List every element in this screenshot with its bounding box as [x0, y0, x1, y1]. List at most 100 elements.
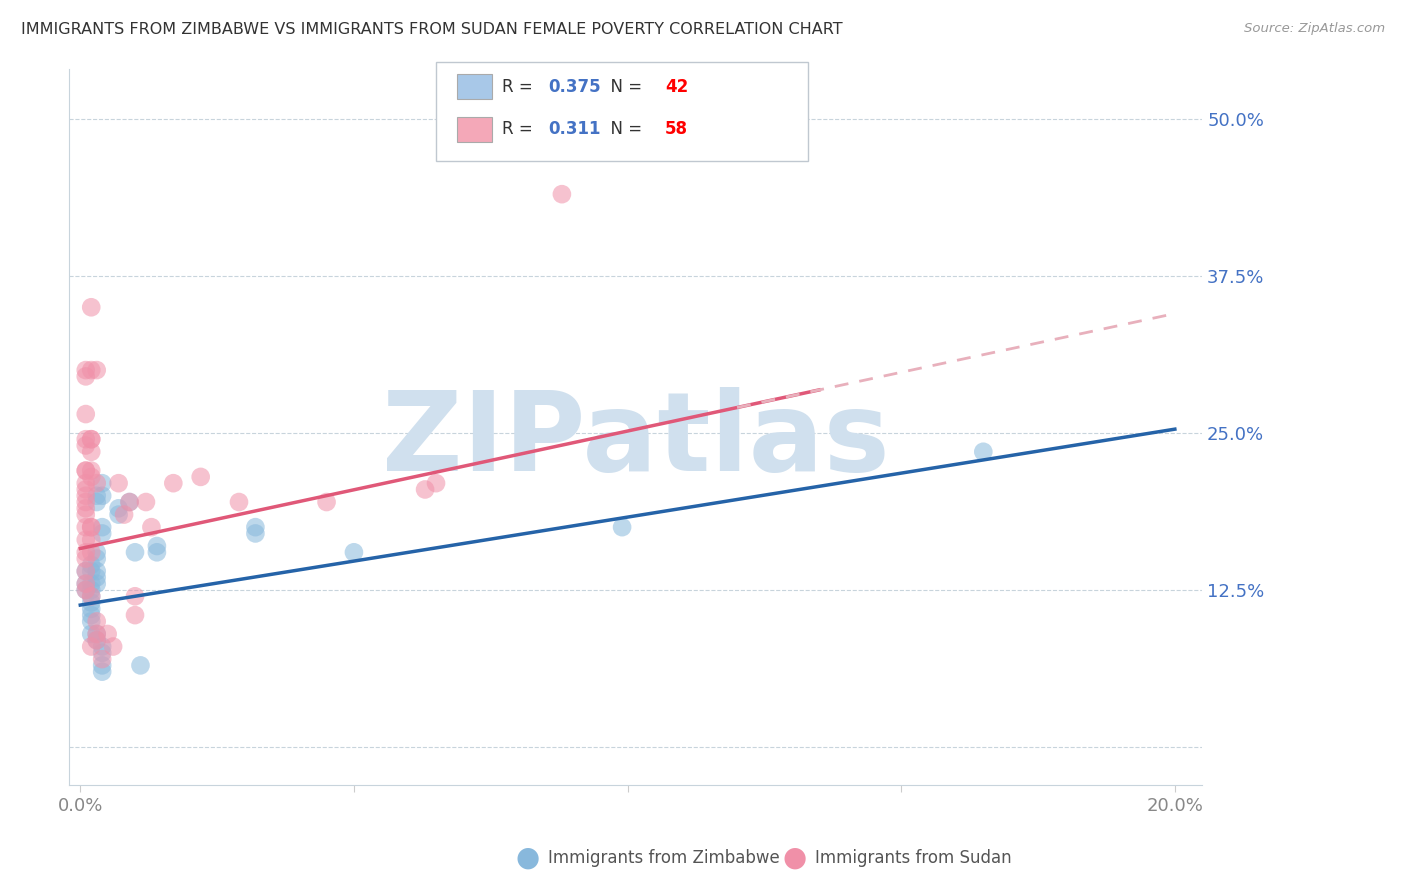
Point: [86, 576, 108, 591]
Point: [146, 545, 169, 559]
Point: [75, 432, 97, 446]
Point: [80, 608, 103, 623]
Point: [97, 627, 120, 641]
Point: [124, 545, 146, 559]
Point: [91, 665, 114, 679]
Point: [80, 520, 103, 534]
Text: N =: N =: [600, 120, 648, 138]
Point: [75, 363, 97, 377]
Point: [75, 369, 97, 384]
Point: [107, 476, 129, 491]
Point: [86, 476, 108, 491]
Point: [80, 432, 103, 446]
Point: [75, 464, 97, 478]
Point: [107, 508, 129, 522]
Point: [315, 495, 337, 509]
Point: [112, 508, 135, 522]
Point: [75, 576, 97, 591]
Point: [86, 363, 108, 377]
Point: [86, 489, 108, 503]
Point: [245, 526, 267, 541]
Point: [610, 520, 633, 534]
Point: [75, 501, 97, 516]
Point: [80, 432, 103, 446]
Point: [80, 640, 103, 654]
Point: [118, 495, 141, 509]
Point: [75, 582, 97, 597]
Point: [91, 640, 114, 654]
Point: [80, 589, 103, 603]
Point: [75, 545, 97, 559]
Point: [80, 363, 103, 377]
Text: Source: ZipAtlas.com: Source: ZipAtlas.com: [1244, 22, 1385, 36]
Text: 0.375: 0.375: [548, 78, 600, 95]
Point: [80, 615, 103, 629]
Point: [80, 627, 103, 641]
Point: [91, 646, 114, 660]
Point: [101, 640, 124, 654]
Text: ZIPatlas: ZIPatlas: [382, 387, 890, 494]
Point: [91, 652, 114, 666]
Point: [91, 489, 114, 503]
Point: [972, 444, 994, 458]
Point: [80, 564, 103, 578]
Point: [80, 576, 103, 591]
Point: [86, 495, 108, 509]
Point: [75, 438, 97, 452]
Text: R =: R =: [502, 120, 538, 138]
Point: [228, 495, 250, 509]
Point: [129, 658, 152, 673]
Point: [75, 564, 97, 578]
Point: [75, 508, 97, 522]
Point: [75, 576, 97, 591]
Point: [124, 608, 146, 623]
Point: [80, 602, 103, 616]
Point: [80, 300, 103, 314]
Point: [80, 464, 103, 478]
Point: [75, 564, 97, 578]
Point: [141, 520, 163, 534]
Text: N =: N =: [600, 78, 648, 95]
Point: [80, 558, 103, 572]
Point: [146, 539, 169, 553]
Point: [75, 582, 97, 597]
Text: R =: R =: [502, 78, 538, 95]
Point: [91, 476, 114, 491]
Point: [425, 476, 447, 491]
Text: ●: ●: [515, 844, 540, 872]
Text: Immigrants from Sudan: Immigrants from Sudan: [815, 849, 1012, 867]
Point: [162, 476, 184, 491]
Point: [190, 470, 212, 484]
Point: [91, 658, 114, 673]
Point: [118, 495, 141, 509]
Point: [75, 476, 97, 491]
Point: [75, 533, 97, 547]
Point: [86, 570, 108, 584]
Point: [75, 520, 97, 534]
Point: [80, 444, 103, 458]
Text: IMMIGRANTS FROM ZIMBABWE VS IMMIGRANTS FROM SUDAN FEMALE POVERTY CORRELATION CHA: IMMIGRANTS FROM ZIMBABWE VS IMMIGRANTS F…: [21, 22, 842, 37]
Point: [86, 627, 108, 641]
Point: [75, 483, 97, 497]
Text: ●: ●: [782, 844, 807, 872]
Point: [80, 582, 103, 597]
Point: [91, 526, 114, 541]
Point: [551, 187, 574, 202]
Point: [75, 551, 97, 566]
Point: [343, 545, 366, 559]
Text: 42: 42: [665, 78, 689, 95]
Point: [107, 501, 129, 516]
Text: Immigrants from Zimbabwe: Immigrants from Zimbabwe: [548, 849, 780, 867]
Text: 0.311: 0.311: [548, 120, 600, 138]
Point: [86, 633, 108, 648]
Point: [80, 589, 103, 603]
Text: 58: 58: [665, 120, 688, 138]
Point: [86, 615, 108, 629]
Point: [80, 545, 103, 559]
Point: [86, 633, 108, 648]
Point: [80, 596, 103, 610]
Point: [124, 589, 146, 603]
Point: [91, 520, 114, 534]
Point: [80, 520, 103, 534]
Point: [75, 464, 97, 478]
